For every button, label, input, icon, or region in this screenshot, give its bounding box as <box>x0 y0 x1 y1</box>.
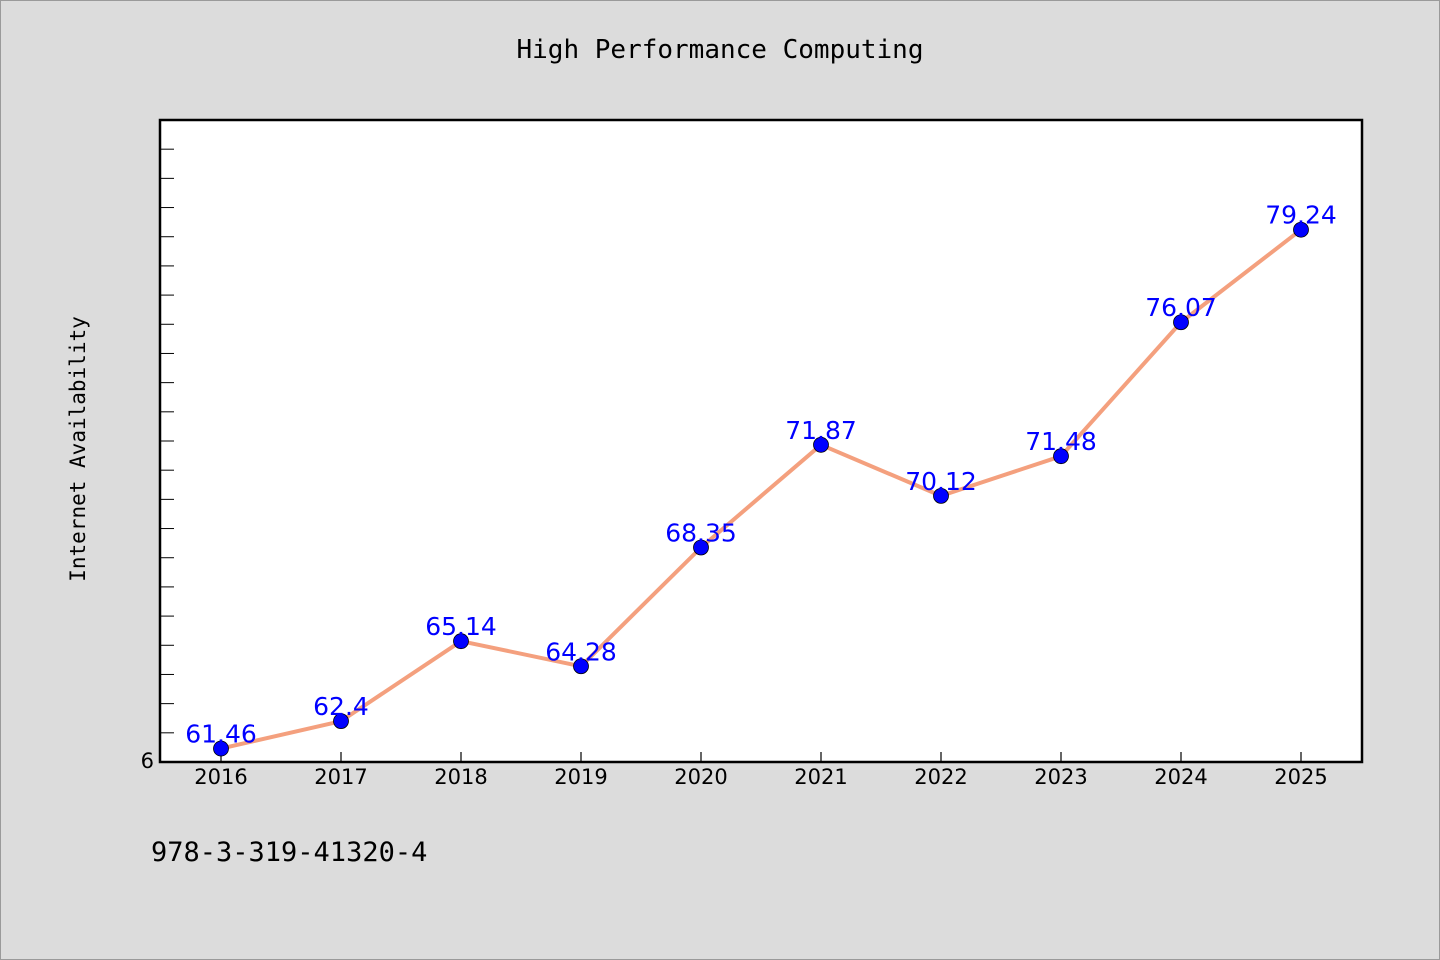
x-tick-label: 2017 <box>314 765 367 789</box>
data-label: 65.14 <box>425 612 497 641</box>
y-axis-ticks: 6 <box>141 148 174 773</box>
data-label: 61.46 <box>185 720 257 749</box>
x-tick-label: 2024 <box>1154 765 1207 789</box>
x-tick-label: 2023 <box>1034 765 1087 789</box>
data-point <box>1293 221 1309 238</box>
plot-area <box>158 118 1364 764</box>
data-label: 64.28 <box>545 637 617 666</box>
data-label: 71.87 <box>785 416 857 445</box>
data-point <box>933 487 949 504</box>
data-point <box>1053 448 1069 465</box>
y-tick-label: 6 <box>141 749 154 773</box>
x-tick-label: 2021 <box>794 765 847 789</box>
x-tick-label: 2016 <box>194 765 247 789</box>
x-tick-label: 2022 <box>914 765 967 789</box>
data-point <box>213 740 229 757</box>
data-point <box>573 658 589 675</box>
chart-title: High Performance Computing <box>516 35 924 65</box>
x-axis-ticks: 2016 2017 2018 2019 2020 2021 2022 2023 2024 2025 <box>194 752 1328 789</box>
x-tick-label: 2020 <box>674 765 727 789</box>
data-point <box>453 633 469 650</box>
series-line <box>220 228 1303 751</box>
data-point <box>1173 314 1189 331</box>
data-label: 68.35 <box>665 519 737 548</box>
data-label: 76.07 <box>1145 293 1217 322</box>
data-point <box>813 436 829 453</box>
x-tick-label: 2025 <box>1274 765 1327 789</box>
data-label: 79.24 <box>1265 201 1337 230</box>
x-tick-label: 2019 <box>554 765 607 789</box>
data-point <box>333 713 349 730</box>
data-label: 70.12 <box>905 467 977 496</box>
data-label: 71.48 <box>1025 427 1097 456</box>
data-label: 62.4 <box>313 692 369 721</box>
isbn-footnote: 978-3-319-41320-4 <box>151 837 428 868</box>
data-point <box>693 539 709 556</box>
x-tick-label: 2018 <box>434 765 487 789</box>
data-series: 61.46 62.4 65.14 64.28 68.35 71.87 70.12 71.48 7… <box>185 201 1337 757</box>
